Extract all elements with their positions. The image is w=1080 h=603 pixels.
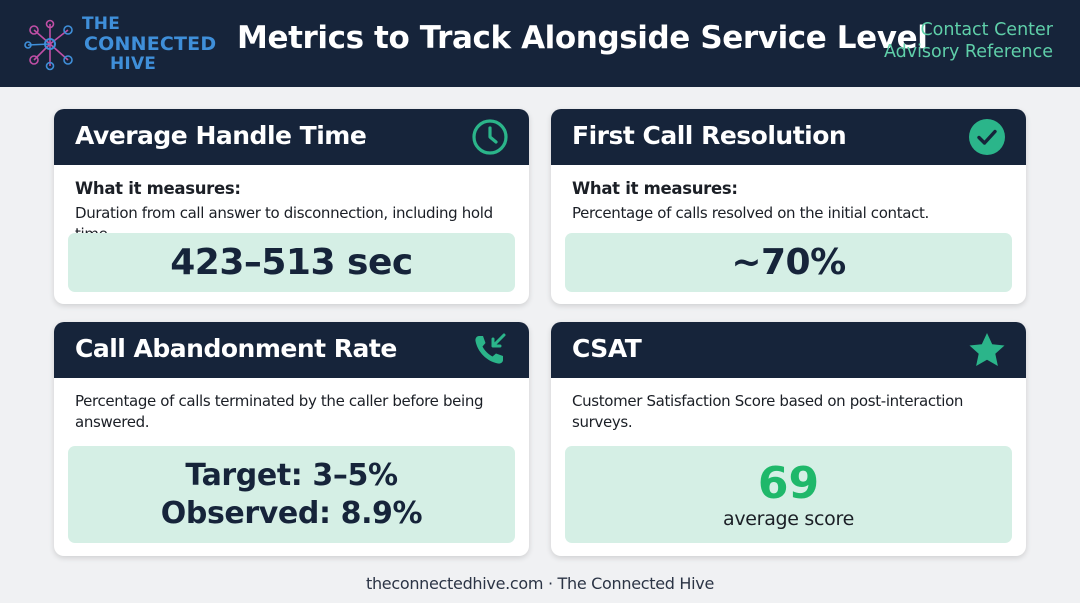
logo: THE CONNECTED HIVE: [24, 12, 216, 74]
hive-network-logo-icon: [24, 19, 73, 71]
value-box: 69 average score: [565, 446, 1012, 543]
target-value: Target: 3–5%: [185, 457, 398, 493]
page-title: Metrics to Track Alongside Service Level: [237, 20, 928, 56]
card-title: Call Abandonment Rate: [75, 334, 397, 363]
subtitle-line-1: Contact Center: [920, 20, 1053, 40]
metric-value: 423–513 sec: [170, 241, 413, 283]
card-header: Call Abandonment Rate: [54, 322, 529, 378]
card-title: First Call Resolution: [572, 121, 847, 150]
header-bar: THE CONNECTED HIVE Metrics to Track Alon…: [0, 0, 1080, 87]
subtitle-line-2: Advisory Reference: [883, 42, 1053, 62]
card-title: Average Handle Time: [75, 121, 367, 150]
card-header: Average Handle Time: [54, 109, 529, 165]
value-box: Target: 3–5% Observed: 8.9%: [68, 446, 515, 543]
csat-score-label: average score: [723, 507, 854, 530]
footer-text: theconnectedhive.com · The Connected Hiv…: [365, 574, 715, 593]
clock-icon: [472, 119, 508, 155]
measure-description: Percentage of calls resolved on the init…: [572, 204, 929, 222]
value-box: ~70%: [565, 233, 1012, 292]
logo-line-1: THE: [82, 14, 121, 34]
csat-score: 69: [757, 457, 820, 509]
card-first-call-resolution: First Call Resolution What it measures: …: [551, 109, 1026, 304]
card-call-abandonment-rate: Call Abandonment Rate Percentage of call…: [54, 322, 529, 556]
star-icon: [969, 333, 1005, 366]
metric-value: ~70%: [731, 241, 846, 283]
measure-label: What it measures:: [572, 179, 738, 198]
card-header: First Call Resolution: [551, 109, 1026, 165]
logo-line-3: HIVE: [110, 54, 157, 74]
logo-line-2: CONNECTED: [84, 33, 217, 55]
missed-call-icon: [475, 333, 506, 364]
observed-value: Observed: 8.9%: [160, 495, 423, 531]
card-average-handle-time: Average Handle Time What it measures: Du…: [54, 109, 529, 304]
card-csat: CSAT Customer Satisfaction Score based o…: [551, 322, 1026, 556]
card-header: CSAT: [551, 322, 1026, 378]
header-subtitle: Contact Center Advisory Reference: [884, 19, 1053, 63]
measure-description: Percentage of calls terminated by the ca…: [75, 392, 484, 431]
logo-wordmark: THE CONNECTED HIVE: [82, 14, 216, 74]
card-title: CSAT: [572, 334, 642, 363]
measure-label: What it measures:: [75, 179, 241, 198]
check-circle-icon: [969, 119, 1005, 155]
measure-description: Customer Satisfaction Score based on pos…: [572, 392, 964, 431]
value-box: 423–513 sec: [68, 233, 515, 292]
